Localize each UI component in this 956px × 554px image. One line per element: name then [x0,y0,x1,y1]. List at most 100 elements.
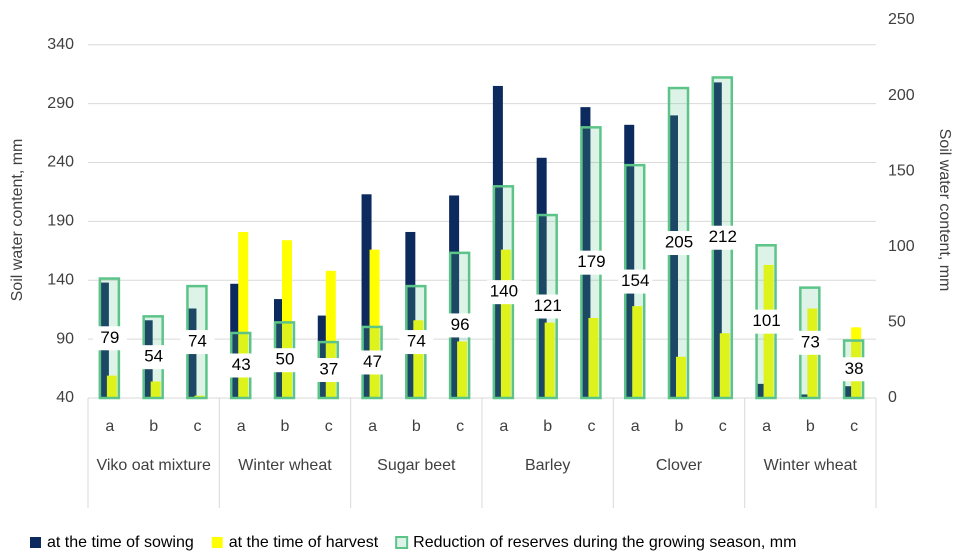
data-label-bg [311,358,346,383]
bar [106,375,117,398]
legend-label: at the time of sowing [47,534,194,551]
bar [449,195,460,398]
data-label-bg [443,313,478,338]
legend-swatch [30,537,41,548]
data-label-bg [662,231,696,256]
y2-tick-label: 150 [888,162,915,179]
bar [238,231,249,398]
data-label: 43 [232,355,251,374]
x-tick-label: a [762,418,771,435]
y-tick-label: 340 [47,36,74,53]
x-tick-label: c [325,418,333,435]
y2-tick-label: 250 [888,11,915,28]
bar [676,356,686,398]
y-tick-label: 290 [47,95,74,112]
bar [755,383,766,398]
data-label-bg [92,326,127,351]
bar [361,194,372,398]
data-label: 47 [363,352,382,371]
data-label-bg [224,353,259,378]
data-label-bg [749,309,784,334]
data-label: 140 [490,282,518,301]
bar [799,394,810,398]
bar [369,249,380,398]
bar [668,115,678,398]
data-label-bg [268,348,302,373]
legend-label: Reduction of reserves during the growing… [413,534,796,551]
bar [719,333,730,398]
data-label: 154 [621,271,649,290]
y-tick-label: 190 [47,213,74,230]
x-tick-label: b [149,418,158,435]
y-tick-label: 140 [47,271,74,288]
bar [150,381,161,398]
x-tick-label: b [806,418,815,435]
x-tick-label: a [499,418,508,435]
data-label: 37 [319,360,338,379]
y-tick-label: 40 [56,389,74,406]
x-tick-label: b [281,418,290,435]
data-label: 179 [577,252,605,271]
legend-swatch [395,536,409,549]
bar [500,249,511,398]
bar [405,231,416,398]
bar [588,317,599,398]
y2-tick-label: 50 [888,314,906,331]
y-axis-title: Soil water content, mm [9,139,26,302]
bar [230,283,241,398]
bar [413,320,424,398]
y2-tick-label: 100 [888,238,915,255]
bar [325,270,336,398]
x-tick-label: a [237,418,246,435]
data-label: 50 [276,350,295,369]
data-label: 101 [752,311,780,330]
data-label-bg [618,269,653,294]
data-label-bg [136,345,171,370]
data-label: 74 [188,332,207,351]
x-tick-label: b [412,418,421,435]
data-label: 212 [709,227,737,246]
data-label-bg [837,357,872,382]
y2-tick-label: 0 [888,389,897,406]
data-label-bg [399,330,434,355]
data-label: 73 [801,332,820,351]
x-tick-label: c [456,418,464,435]
bar [624,124,635,398]
group-label: Clover [655,457,703,474]
y2-tick-label: 200 [888,87,915,104]
x-tick-label: b [675,418,684,435]
bar [492,85,503,399]
bar [282,240,292,398]
group-label: Sugar beet [377,457,456,474]
x-tick-label: c [719,418,727,435]
data-label: 79 [100,328,119,347]
data-label: 121 [533,296,561,315]
bar [457,341,468,398]
data-label-bg [530,294,565,319]
group-label: Viko oat mixture [96,457,211,474]
bar [632,306,643,398]
data-label-bg [705,225,740,250]
legend-swatch [211,537,223,548]
data-label: 205 [665,233,693,252]
y-tick-label: 90 [56,330,74,347]
data-label-bg [486,280,521,305]
x-tick-label: c [587,418,595,435]
x-tick-label: a [368,418,377,435]
x-tick-label: b [543,418,552,435]
x-tick-label: c [193,418,201,435]
data-label: 74 [407,332,426,351]
y-tick-label: 240 [47,154,74,171]
legend-label: at the time of harvest [229,534,379,551]
data-label-bg [355,350,390,375]
data-label-bg [793,330,828,355]
x-tick-label: a [631,418,640,435]
y2-axis-title: Soil water content, mm [936,129,953,292]
group-label: Barley [524,457,571,474]
data-label-bg [574,250,609,275]
data-label: 96 [451,315,470,334]
data-label: 54 [144,347,163,366]
x-tick-label: a [105,418,114,435]
